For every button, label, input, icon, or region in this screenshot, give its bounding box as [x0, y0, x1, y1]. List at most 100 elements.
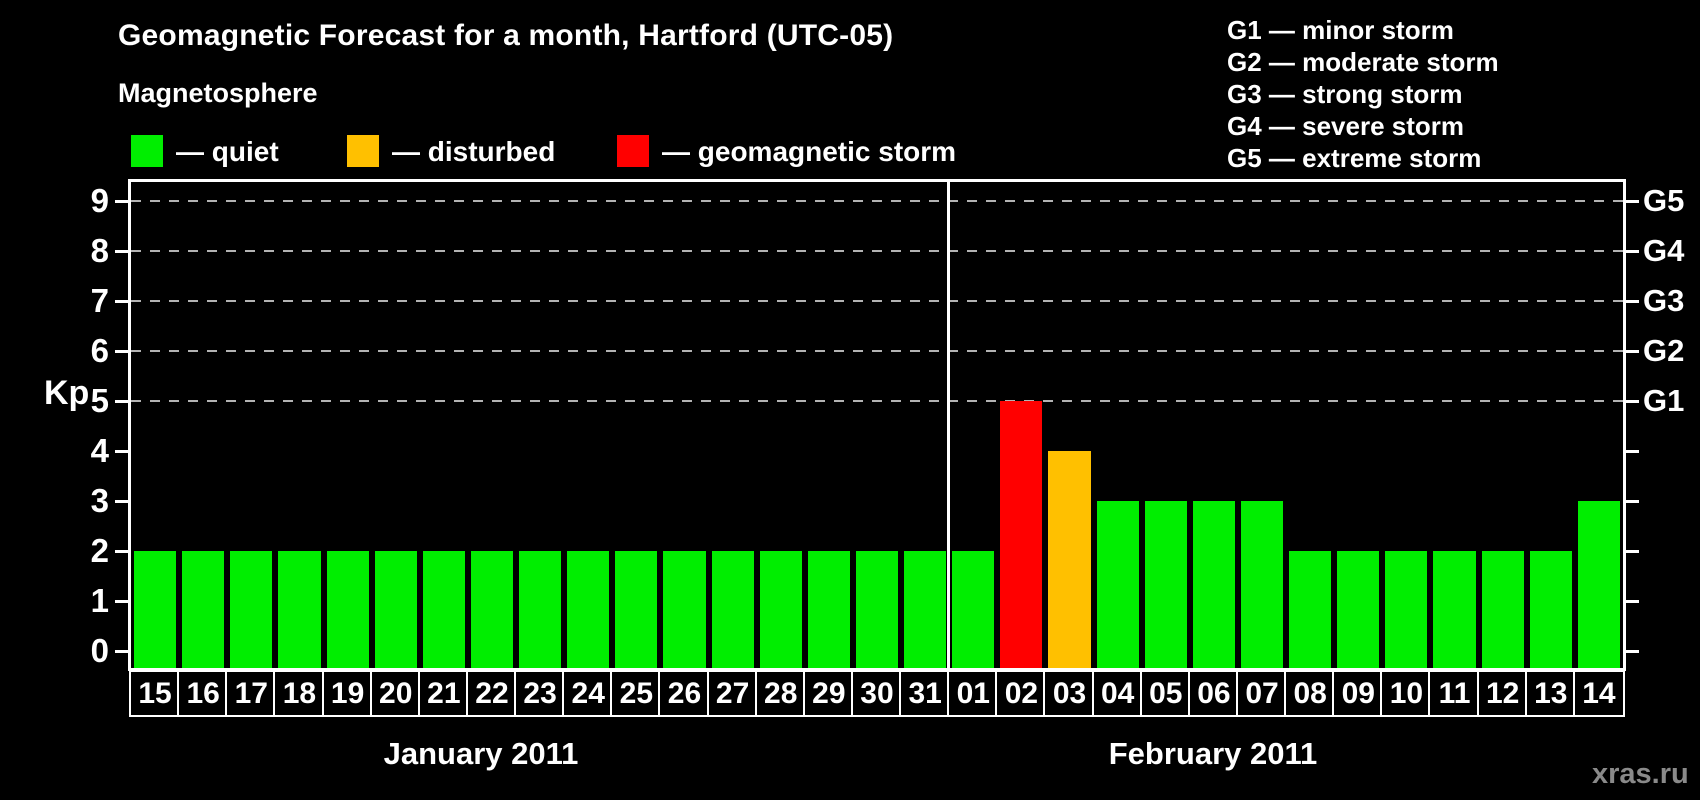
y-tick-right: [1626, 600, 1639, 603]
bar-day-27: [711, 551, 754, 668]
bar-day-19: [326, 551, 369, 668]
bar-day-04: [1096, 501, 1139, 668]
y-tick-left: [115, 250, 128, 253]
month-label-2: February 2011: [1108, 736, 1318, 771]
day-cell-10: 10: [1380, 670, 1433, 717]
y-tick-left: [115, 550, 128, 553]
y-tick-left: [115, 400, 128, 403]
bar-day-13: [1529, 551, 1572, 668]
bar-day-11: [1433, 551, 1476, 668]
y-tick-left: [115, 350, 128, 353]
y-tick-label: 7: [90, 282, 109, 319]
bar-day-09: [1337, 551, 1380, 668]
gridline-kp9: [131, 200, 1623, 202]
storm-scale-line: G2 — moderate storm: [1227, 47, 1499, 77]
y-axis-title: Kp: [44, 374, 90, 412]
day-cell-27: 27: [706, 670, 759, 717]
y-tick-label: 1: [90, 582, 109, 619]
bar-day-31: [904, 551, 947, 668]
bar-day-08: [1289, 551, 1332, 668]
gridline-kp7: [131, 300, 1623, 302]
bar-day-07: [1240, 501, 1284, 668]
y-tick-right: [1626, 400, 1639, 403]
day-cell-21: 21: [417, 670, 470, 717]
day-cell-31: 31: [899, 670, 952, 717]
magnetosphere-legend-heading: Magnetosphere: [118, 78, 318, 108]
y-tick-right: [1626, 550, 1639, 553]
legend-label-storm: — geomagnetic storm: [662, 136, 957, 167]
day-cell-18: 18: [273, 670, 326, 717]
day-cell-28: 28: [754, 670, 807, 717]
y-tick-right: [1626, 300, 1639, 303]
bar-day-28: [759, 551, 802, 668]
day-cell-12: 12: [1476, 670, 1529, 717]
day-cell-02: 02: [995, 670, 1048, 717]
y-tick-label: 5: [90, 382, 109, 419]
y-tick-right: [1626, 200, 1639, 203]
bar-day-21: [422, 551, 465, 668]
day-cell-25: 25: [610, 670, 663, 717]
y-tick-label: 3: [90, 482, 109, 519]
day-cell-07: 07: [1235, 670, 1289, 717]
storm-scale-line: G4 — severe storm: [1227, 111, 1465, 141]
right-axis-label-G1: G1: [1643, 383, 1685, 418]
day-cell-19: 19: [321, 670, 374, 717]
y-tick-left: [115, 500, 128, 503]
bar-day-03: [1048, 451, 1091, 668]
chart-title: Geomagnetic Forecast for a month, Hartfo…: [118, 19, 894, 52]
y-tick-left: [115, 650, 128, 653]
gridline-kp8: [131, 250, 1623, 252]
y-tick-right: [1626, 250, 1639, 253]
day-cell-26: 26: [658, 670, 711, 717]
y-tick-label: 6: [90, 332, 109, 369]
day-cell-13: 13: [1524, 670, 1577, 717]
month-separator: [947, 182, 950, 668]
right-axis-label-G2: G2: [1643, 333, 1685, 368]
y-tick-label: 0: [90, 632, 109, 669]
y-tick-label: 2: [90, 532, 109, 569]
right-axis-label-G3: G3: [1643, 283, 1685, 318]
y-tick-right: [1626, 500, 1639, 503]
day-cell-23: 23: [514, 670, 567, 717]
bar-day-10: [1385, 551, 1428, 668]
right-axis-label-G4: G4: [1643, 233, 1685, 268]
y-tick-left: [115, 450, 128, 453]
day-cell-22: 22: [465, 670, 519, 717]
bar-day-25: [615, 551, 658, 668]
right-axis-label-G5: G5: [1643, 183, 1685, 218]
day-cell-24: 24: [562, 670, 615, 717]
day-cell-15: 15: [129, 670, 182, 717]
bar-day-12: [1481, 551, 1524, 668]
bar-day-05: [1144, 501, 1187, 668]
legend-label-quiet: — quiet: [176, 136, 279, 167]
legend-label-disturbed: — disturbed: [392, 136, 556, 167]
day-cell-30: 30: [850, 670, 904, 717]
gridline-kp6: [131, 350, 1623, 352]
bar-day-06: [1192, 501, 1235, 668]
bar-day-22: [470, 551, 514, 668]
bar-day-15: [134, 551, 177, 668]
day-cell-14: 14: [1572, 670, 1625, 717]
day-cell-16: 16: [177, 670, 230, 717]
month-label-1: January 2011: [383, 736, 579, 771]
y-tick-label: 4: [90, 432, 109, 469]
bar-day-24: [567, 551, 610, 668]
bar-day-17: [230, 551, 273, 668]
storm-scale-legend: G1 — minor storm G2 — moderate storm G3 — …: [1227, 14, 1499, 174]
storm-scale-line: G5 — extreme storm: [1227, 143, 1482, 173]
day-cell-09: 09: [1332, 670, 1385, 717]
y-tick-label: 8: [90, 232, 109, 269]
y-tick-right: [1626, 650, 1639, 653]
y-tick-left: [115, 600, 128, 603]
plot-frame: [128, 179, 1626, 671]
day-cell-08: 08: [1284, 670, 1337, 717]
day-cell-06: 06: [1187, 670, 1240, 717]
day-cell-04: 04: [1091, 670, 1144, 717]
day-cell-05: 05: [1139, 670, 1192, 717]
watermark: xras.ru: [1592, 758, 1689, 790]
day-cell-20: 20: [369, 670, 422, 717]
legend-swatch-quiet: [131, 135, 163, 167]
day-cell-17: 17: [225, 670, 278, 717]
bar-day-30: [855, 551, 899, 668]
day-cell-11: 11: [1428, 670, 1481, 717]
